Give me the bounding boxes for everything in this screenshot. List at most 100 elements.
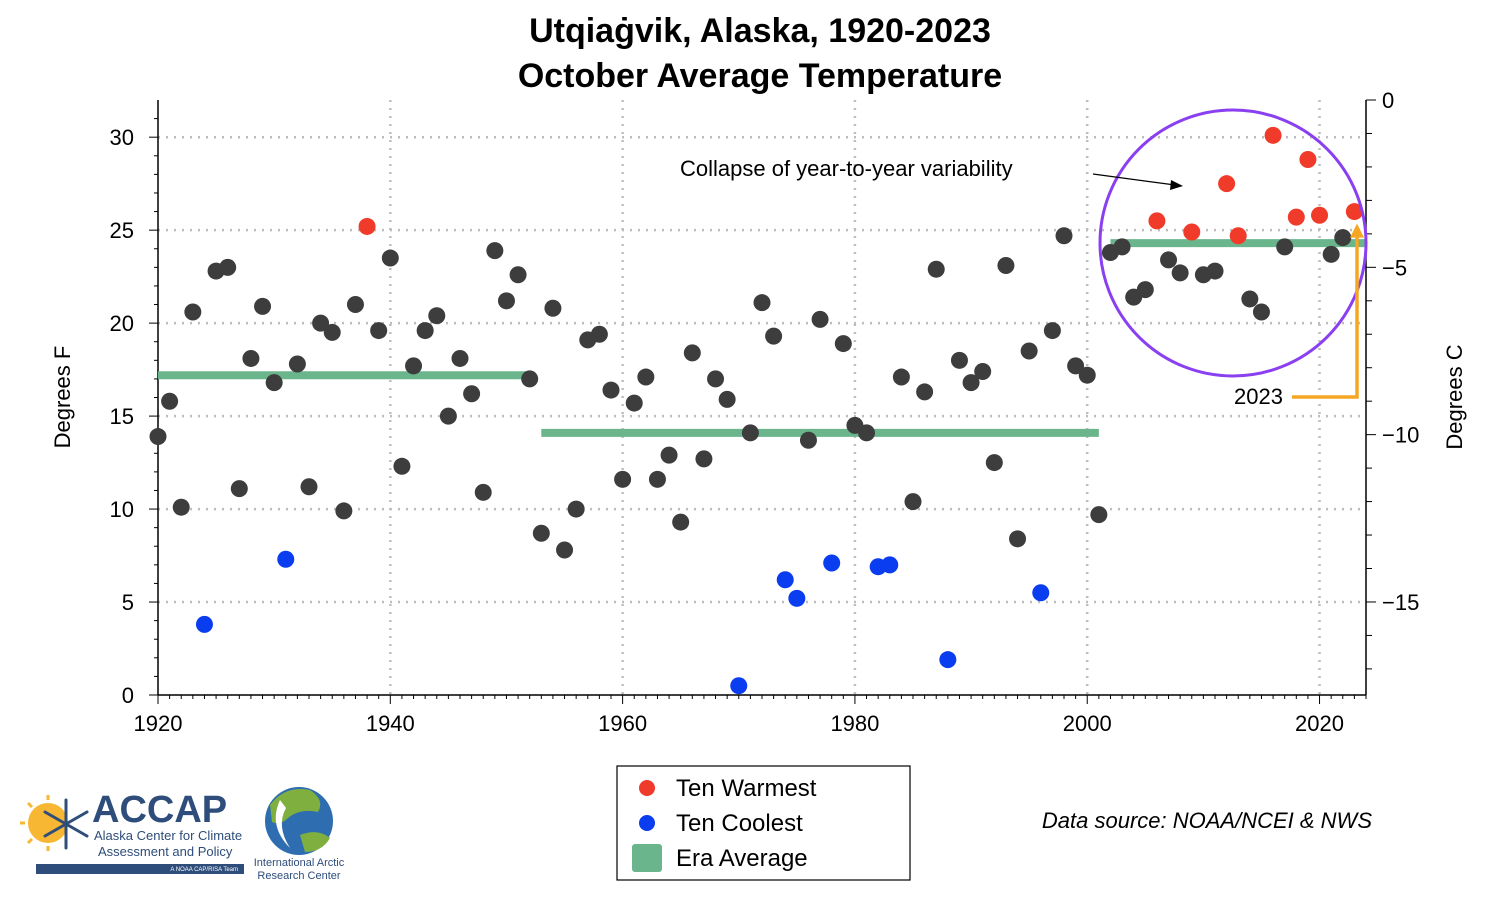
x-tick-label: 2000 — [1063, 711, 1112, 736]
warm-point — [358, 217, 376, 235]
warm-point — [1345, 203, 1363, 221]
data-point — [974, 362, 992, 380]
data-point — [265, 374, 283, 392]
cool-point — [730, 677, 748, 695]
data-point — [161, 392, 179, 410]
data-point — [567, 500, 585, 518]
data-point — [811, 310, 829, 328]
cool-point — [823, 554, 841, 572]
data-point — [904, 493, 922, 511]
data-point — [416, 322, 434, 340]
data-point — [451, 349, 469, 367]
data-point — [463, 385, 481, 403]
data-point — [1160, 251, 1178, 269]
warm-point — [1264, 126, 1282, 144]
y-tick-label: 0 — [122, 683, 134, 708]
data-point — [1252, 303, 1270, 321]
data-point — [242, 349, 260, 367]
data-point — [707, 370, 725, 388]
legend: Ten Warmest Ten Coolest Era Average — [616, 765, 911, 881]
data-point — [1020, 342, 1038, 360]
data-point — [486, 242, 504, 260]
iarc-name-2: Research Center — [257, 870, 340, 882]
data-point — [614, 470, 632, 488]
data-point — [1322, 245, 1340, 263]
data-point — [799, 431, 817, 449]
data-points-layer — [149, 126, 1363, 695]
y-tick-label: 5 — [122, 590, 134, 615]
data-point — [1090, 506, 1108, 524]
cool-point — [195, 615, 213, 633]
accap-wordmark: ACCAP — [92, 789, 227, 831]
data-point — [695, 450, 713, 468]
data-point — [602, 381, 620, 399]
data-point — [532, 524, 550, 542]
data-point — [1171, 264, 1189, 282]
data-point — [927, 260, 945, 278]
data-point — [950, 351, 968, 369]
accap-banner — [36, 864, 244, 874]
cool-point — [881, 556, 899, 574]
accap-banner-text: A NOAA CAP/RISA Team — [170, 867, 238, 873]
c-tick-label: 0 — [1382, 88, 1394, 113]
data-point — [556, 541, 574, 559]
data-point — [1276, 238, 1294, 256]
iarc-logo: International Arctic Research Center — [254, 787, 345, 882]
data-point — [1067, 357, 1085, 375]
legend-era-marker — [632, 844, 662, 872]
data-point — [625, 394, 643, 412]
accap-subtitle-2: Assessment and Policy — [98, 844, 233, 859]
accap-subtitle-1: Alaska Center for Climate — [94, 828, 242, 843]
data-point — [765, 327, 783, 345]
variability-annotation: Collapse of year-to-year variability — [680, 156, 1013, 181]
data-point — [997, 256, 1015, 274]
data-point — [741, 424, 759, 442]
warm-point — [1311, 206, 1329, 224]
data-point — [1334, 229, 1352, 247]
data-point — [474, 483, 492, 501]
data-point — [1055, 227, 1073, 245]
c-tick-label: −5 — [1382, 255, 1407, 280]
legend-coolest-label: Ten Coolest — [676, 810, 803, 837]
data-point — [1009, 530, 1027, 548]
data-point — [985, 454, 1003, 472]
y-axis-label-left: Degrees F — [50, 346, 75, 449]
warm-point — [1183, 223, 1201, 241]
variability-arrow-line — [1092, 173, 1176, 186]
data-point — [1136, 281, 1154, 299]
y-tick-label: 20 — [110, 311, 134, 336]
c-tick-label: −10 — [1382, 423, 1419, 448]
x-tick-label: 2020 — [1295, 711, 1344, 736]
data-point — [184, 303, 202, 321]
x-tick-label: 1960 — [598, 711, 647, 736]
grid-layer — [158, 100, 1366, 695]
data-point — [718, 390, 736, 408]
data-point — [916, 383, 934, 401]
data-point — [323, 323, 341, 341]
data-point — [312, 314, 330, 332]
variability-arrow-head — [1170, 180, 1183, 190]
data-point — [1078, 366, 1096, 384]
iarc-name-1: International Arctic — [254, 857, 345, 869]
x-tick-label: 1980 — [830, 711, 879, 736]
legend-warmest-marker — [639, 780, 655, 796]
data-point — [428, 307, 446, 325]
c-tick-label: −15 — [1382, 590, 1419, 615]
warm-point — [1229, 227, 1247, 245]
year-arrow-head — [1350, 223, 1364, 238]
highlight-circle — [1098, 108, 1368, 378]
annotation-layer — [1092, 108, 1368, 399]
globe-icon — [265, 787, 333, 855]
y-tick-label: 30 — [110, 125, 134, 150]
chart-title-line1: Utqiaġvik, Alaska, 1920-2023 — [529, 12, 991, 50]
legend-warmest-label: Ten Warmest — [676, 775, 817, 802]
cool-point — [277, 550, 295, 568]
data-point — [683, 344, 701, 362]
data-point — [219, 258, 237, 276]
y-axis-label-right: Degrees C — [1442, 344, 1467, 449]
data-point — [254, 297, 272, 315]
data-point — [230, 480, 248, 498]
data-point — [300, 478, 318, 496]
axes-layer: 1920 1940 1960 1980 2000 2020 0 5 10 15 20 25 30 0 −5 −… — [110, 88, 1420, 736]
